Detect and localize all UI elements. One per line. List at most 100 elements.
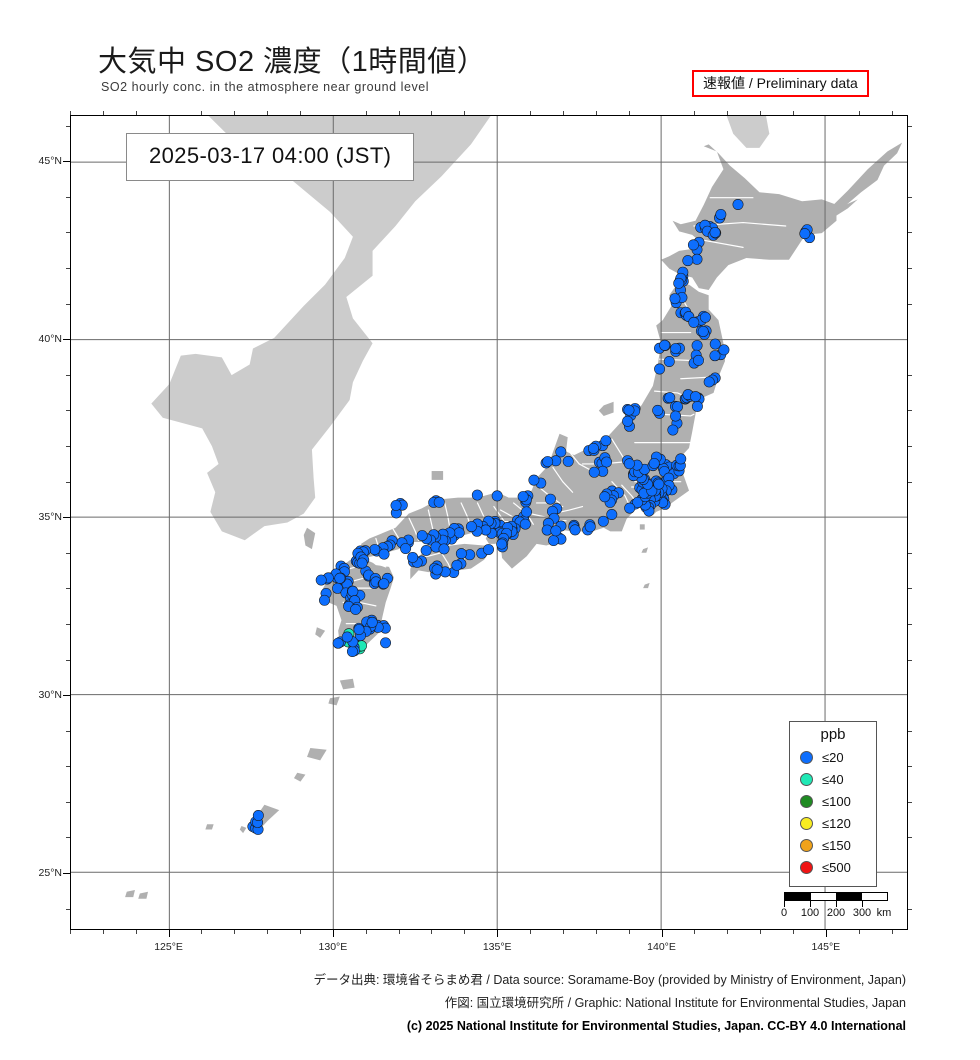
so2-station-marker [521,506,532,518]
y-minor-tick [66,908,70,910]
so2-station-marker [715,208,727,220]
so2-station-marker [669,293,681,305]
so2-station-marker [632,496,644,508]
y-minor-tick [66,232,70,234]
y-minor-tick [66,588,70,590]
so2-station-marker [691,253,703,265]
legend-title: ppb [820,726,846,743]
x-minor-tick [792,930,794,934]
x-minor-tick [530,930,532,934]
so2-station-marker [491,490,503,502]
y-major-tick [63,339,70,341]
x-minor-tick [694,111,696,115]
so2-station-marker [675,453,687,465]
y-minor-tick [908,196,912,198]
so2-station-marker [378,548,390,560]
y-axis-tick-label: 45°N [38,155,62,168]
y-minor-tick [66,801,70,803]
so2-station-marker [483,544,494,555]
x-minor-tick [464,111,466,115]
so2-station-marker [732,199,744,210]
footer-graphic-credit: 作図: 国立環境研究所 / Graphic: National Institut… [444,996,906,1010]
y-minor-tick [66,766,70,768]
so2-station-marker [528,474,540,486]
y-minor-tick [908,588,912,590]
y-axis-tick-label: 40°N [38,333,62,346]
so2-station-marker [550,525,562,537]
x-minor-tick [398,930,400,934]
y-minor-tick [908,268,912,270]
y-major-tick [63,873,70,875]
legend-entry-label: ≤100 [822,794,851,809]
so2-station-marker [555,446,567,458]
y-axis-tick-label: 25°N [38,867,62,880]
scale-bar-segment [861,893,887,900]
x-minor-tick [760,111,762,115]
x-minor-tick [300,111,302,115]
preliminary-data-badge: 速報値 / Preliminary data [692,70,869,98]
so2-station-marker [606,509,618,520]
y-axis-tick-label: 30°N [38,689,62,702]
y-minor-tick [908,730,912,732]
scale-bar-segment [810,893,836,900]
map-plot-area[interactable] [70,115,908,930]
scale-bar-tick-label: 0 [780,907,788,919]
legend-entry-label: ≤500 [822,860,851,875]
so2-station-marker [691,400,703,412]
scale-bar-ticks [784,901,888,907]
so2-station-marker [709,226,721,238]
x-major-tick [168,930,170,937]
scale-bar-segment [836,893,862,900]
x-minor-tick [858,111,860,115]
so2-station-marker [471,489,483,501]
x-minor-tick [234,930,236,934]
so2-station-marker [688,316,700,328]
x-minor-tick [300,930,302,934]
y-minor-tick [908,552,912,554]
scale-bar-tick-label: 300 [852,907,872,919]
x-minor-tick [562,111,564,115]
x-minor-tick [891,930,893,934]
legend-entry-label: ≤150 [822,838,851,853]
x-minor-tick [102,111,104,115]
scale-bar-tick [810,901,811,907]
so2-station-marker [709,350,721,362]
so2-station-marker [350,603,362,615]
so2-station-marker [332,637,344,649]
scale-bar-unit-label: km [876,907,892,919]
x-axis-tick-label: 130°E [318,941,348,953]
scale-bar-tick [862,901,863,907]
so2-station-marker [496,538,508,550]
distance-scale-bar: 0 100 200 300 km [780,892,899,921]
so2-station-marker [587,442,599,454]
y-minor-tick [66,125,70,127]
so2-station-marker [622,415,634,427]
so2-station-marker [659,339,671,351]
so2-station-marker [542,456,554,468]
so2-station-marker [600,435,612,447]
y-minor-tick [908,445,912,447]
y-minor-tick [66,552,70,554]
y-minor-tick [908,410,912,412]
legend-entry: ≤20 [796,747,870,769]
y-minor-tick [66,837,70,839]
so2-station-marker [400,543,412,554]
so2-station-marker [699,311,711,323]
x-major-tick [661,930,663,937]
x-major-tick [825,930,827,937]
x-minor-tick [891,111,893,115]
so2-station-marker [718,344,730,356]
legend-entry-label: ≤20 [822,750,844,765]
so2-station-marker [347,585,359,597]
so2-station-marker [548,535,560,547]
y-minor-tick [66,196,70,198]
timestamp-box: 2025-03-17 04:00 (JST) [126,133,415,181]
scale-bar-tick-label: 200 [826,907,846,919]
x-minor-tick [431,111,433,115]
y-minor-tick [908,623,912,625]
y-minor-tick [66,410,70,412]
x-axis-tick-label: 145°E [811,941,841,953]
map-canvas [71,116,907,929]
y-minor-tick [908,303,912,305]
